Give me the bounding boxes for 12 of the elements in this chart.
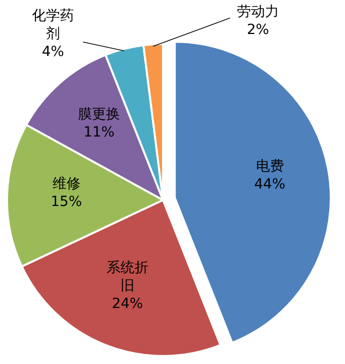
data-label: 11% [83, 124, 115, 140]
slice-label: 维修 [52, 176, 80, 192]
slice-label: 膜更换 [78, 106, 120, 122]
data-label: 24% [112, 296, 143, 312]
slice-label: 化学药剂 [32, 8, 74, 42]
data-label: 15% [50, 194, 82, 210]
data-label: 2% [246, 22, 270, 38]
slice-label: 电费 [256, 158, 284, 175]
data-label: 44% [254, 176, 286, 193]
data-label: 4% [42, 44, 64, 60]
slice-label: 劳动力 [237, 4, 279, 20]
slice-label: 系统折旧 [106, 260, 148, 294]
